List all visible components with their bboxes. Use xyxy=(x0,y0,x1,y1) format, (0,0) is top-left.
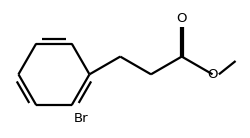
Text: O: O xyxy=(207,68,218,81)
Text: O: O xyxy=(176,12,187,25)
Text: Br: Br xyxy=(74,112,88,125)
